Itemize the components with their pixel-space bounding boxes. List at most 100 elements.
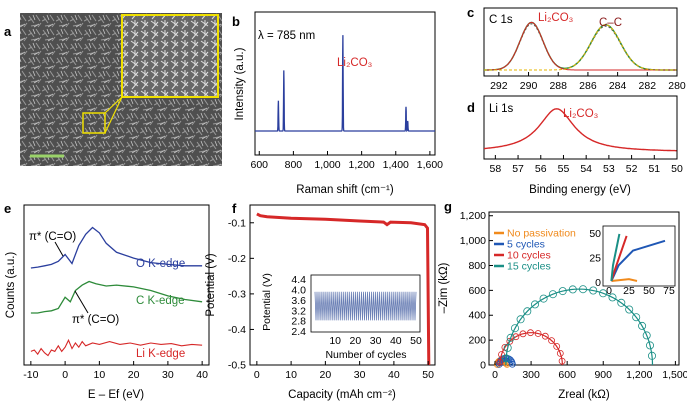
f-y-tick-label: -0.5 bbox=[228, 360, 246, 372]
eis-arc-line bbox=[505, 288, 654, 366]
g-y-tick-label: 1,000 bbox=[460, 235, 486, 247]
e-x-tick-label: 30 bbox=[162, 369, 174, 381]
f-x-tick-label: 0 bbox=[254, 369, 260, 381]
eis-data-point bbox=[648, 351, 657, 360]
inset-y-tick-label: 2.4 bbox=[291, 326, 306, 338]
f-x-tick-label: 30 bbox=[354, 369, 366, 381]
legend-label: 5 cycles bbox=[507, 239, 545, 251]
inset-x-tick-label: 20 bbox=[350, 335, 362, 347]
f-x-tick-label: 40 bbox=[388, 369, 400, 381]
e-y-axis-label: Counts (a.u.) bbox=[5, 252, 17, 319]
eis-data-point bbox=[599, 289, 608, 298]
eis-inset-y-tick-label: 25 bbox=[589, 252, 601, 264]
panel-d-label: d bbox=[467, 100, 475, 115]
eis-data-point bbox=[516, 315, 525, 324]
inset-x-axis-label: Number of cycles bbox=[325, 349, 406, 361]
li1s-x-tick-label: 53 bbox=[603, 163, 615, 175]
li1s-x-tick-label: 52 bbox=[626, 163, 638, 175]
eis-data-point bbox=[506, 333, 515, 342]
panel-e-frame bbox=[23, 204, 210, 366]
g-x-tick-label: 1,200 bbox=[626, 369, 652, 381]
li1s-x-tick-label: 58 bbox=[490, 163, 502, 175]
panel-b-wavelength: λ = 785 nm bbox=[258, 30, 315, 42]
sem-inset-zoom bbox=[121, 14, 219, 98]
c1s-x-tick-label: 280 bbox=[668, 80, 686, 92]
g-x-tick-label: 300 bbox=[522, 369, 540, 381]
eis-data-point bbox=[625, 305, 634, 314]
c1s-x-tick-label: 282 bbox=[639, 80, 657, 92]
panel-g-frame bbox=[488, 211, 680, 366]
eis-data-point bbox=[512, 333, 520, 341]
li1s-x-tick-label: 55 bbox=[558, 163, 570, 175]
c1s-li2co3-component bbox=[484, 21, 677, 71]
eis-data-point bbox=[558, 357, 566, 365]
inset-x-tick-label: 40 bbox=[390, 335, 402, 347]
eis-inset-x-tick-label: 50 bbox=[643, 285, 655, 297]
eis-data-point bbox=[579, 285, 588, 294]
c1s-cc-label: C–C bbox=[599, 17, 622, 29]
panel-b-frame bbox=[254, 11, 436, 156]
eis-data-point bbox=[632, 313, 641, 322]
c1s-x-tick-label: 288 bbox=[549, 80, 567, 92]
c1s-x-tick-label: 286 bbox=[579, 80, 597, 92]
eis-inset-x-tick-label: 25 bbox=[623, 285, 635, 297]
inset-y-tick-label: 3.2 bbox=[291, 305, 306, 317]
o-kedge-line bbox=[30, 226, 203, 269]
li1s-x-tick-label: 51 bbox=[648, 163, 660, 175]
c1s-li2co3-label: Li₂CO₃ bbox=[538, 12, 574, 24]
raman-spectrum-line bbox=[255, 35, 435, 133]
eis-inset-x-tick-label: 0 bbox=[606, 285, 612, 297]
zoom-line-top bbox=[104, 96, 123, 114]
eis-inset-line bbox=[611, 278, 638, 282]
panel-b-label: b bbox=[232, 14, 240, 29]
raman-x-tick-label: 1,400 bbox=[383, 159, 409, 171]
pi-star-annotation-bottom: π* (C=O) bbox=[72, 314, 119, 326]
g-y-tick-label: 400 bbox=[468, 310, 486, 322]
c-kedge-label: C K-edge bbox=[136, 295, 185, 307]
legend-label: 10 cycles bbox=[507, 250, 551, 262]
panel-c-label: c bbox=[467, 5, 474, 20]
legend-label: No passivation bbox=[507, 228, 576, 240]
eis-data-point bbox=[548, 290, 557, 299]
binding-energy-axis-label: Binding energy (eV) bbox=[529, 184, 631, 196]
raman-x-tick-label: 800 bbox=[285, 159, 303, 171]
e-x-tick-label: 10 bbox=[94, 369, 106, 381]
eis-data-point bbox=[527, 329, 534, 337]
li1s-x-tick-label: 50 bbox=[671, 163, 683, 175]
li1s-peak-label: Li₂CO₃ bbox=[563, 108, 599, 120]
eis-data-point bbox=[519, 330, 527, 338]
eis-data-point bbox=[548, 337, 555, 345]
eis-data-point bbox=[510, 324, 519, 333]
eis-data-point bbox=[646, 341, 655, 350]
eis-data-point bbox=[608, 293, 617, 302]
f-y-tick-label: -0.1 bbox=[228, 217, 246, 229]
inset-y-tick-label: 4.4 bbox=[291, 274, 306, 286]
eis-inset-y-tick-label: 0 bbox=[595, 277, 601, 289]
raman-x-tick-label: 1,200 bbox=[348, 159, 374, 171]
eis-data-point bbox=[523, 307, 532, 316]
g-x-axis-label: Zreal (kΩ) bbox=[558, 389, 610, 401]
inset-x-tick-label: 10 bbox=[329, 335, 341, 347]
g-y-tick-label: 600 bbox=[468, 285, 486, 297]
zoom-line-bottom bbox=[104, 96, 123, 134]
c-kedge-line bbox=[30, 280, 203, 314]
g-y-tick-label: 800 bbox=[468, 260, 486, 272]
eis-data-point bbox=[539, 294, 548, 303]
eis-data-point bbox=[589, 286, 598, 295]
eis-inset-x-tick-label: 75 bbox=[663, 285, 675, 297]
c1s-title: C 1s bbox=[489, 14, 513, 26]
e-x-axis-label: E – Ef (eV) bbox=[88, 389, 144, 401]
eis-data-point bbox=[531, 300, 540, 309]
panel-c-frame bbox=[483, 7, 678, 77]
li1s-x-tick-label: 57 bbox=[512, 163, 524, 175]
f-y-axis-label: Potential (V) bbox=[205, 253, 217, 316]
panel-e-label: e bbox=[4, 201, 11, 216]
potential-capacity-line bbox=[256, 212, 431, 366]
f-y-tick-label: -0.2 bbox=[228, 253, 246, 265]
cycling-inset-line bbox=[314, 291, 417, 321]
eis-data-point bbox=[502, 354, 511, 363]
eis-data-point bbox=[506, 337, 514, 345]
inset-x-tick-label: 30 bbox=[370, 335, 382, 347]
eis-data-point bbox=[541, 332, 549, 340]
